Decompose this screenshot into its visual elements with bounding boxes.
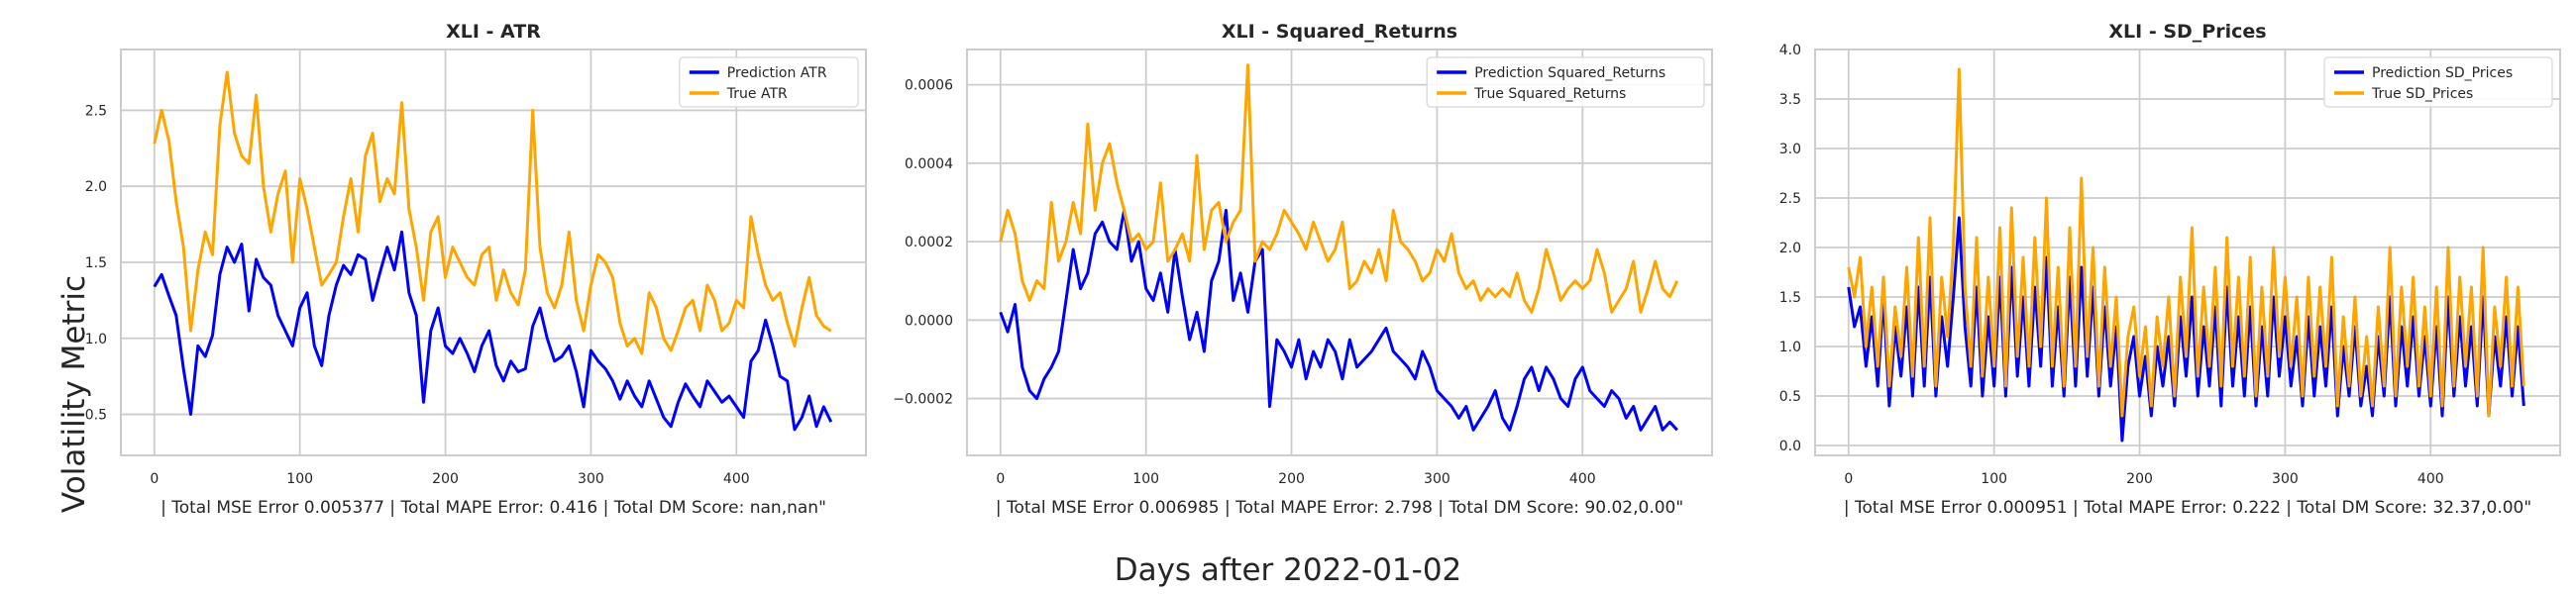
chart-panel-2: 0 100 200 300 400 −0.0002 0.0000 0.0002 0.0004 0.… <box>893 21 1713 518</box>
x-tick-label: 400 <box>1569 471 1596 487</box>
legend-box <box>679 56 859 108</box>
y-tick-label: 2.0 <box>1779 241 1801 256</box>
x-tick-label: 0 <box>1844 471 1853 487</box>
y-tick-label: 3.0 <box>1779 142 1801 157</box>
chart-panel-3: 0 100 200 300 400 0.0 0.5 1.0 1.5 2.0 2.5 3.0 3.5 4.0… <box>1779 21 2561 518</box>
y-tick-label: 0.0 <box>1779 439 1801 454</box>
chart-title: XLI - ATR <box>446 21 541 43</box>
legend: Prediction ATR True ATR <box>679 56 859 108</box>
x-tick-label: 300 <box>578 471 604 487</box>
y-tick-label: 2.5 <box>85 103 107 119</box>
chart-title: XLI - SD_Prices <box>2108 21 2266 43</box>
x-tick-label: 400 <box>2417 471 2444 487</box>
plot-frame <box>120 49 867 456</box>
y-tick-label: 1.0 <box>85 332 107 347</box>
x-tick-label: 300 <box>2272 471 2299 487</box>
legend-label: True ATR <box>726 86 788 102</box>
x-tick-label: 0 <box>996 471 1005 487</box>
chart-error-summary: | Total MSE Error 0.006985 | Total MAPE … <box>996 498 1683 518</box>
x-tick-label: 0 <box>150 471 159 487</box>
chart-error-summary: | Total MSE Error 0.005377 | Total MAPE … <box>161 498 826 518</box>
series-line-prediction <box>999 208 1678 432</box>
y-tick-label: 3.5 <box>1779 92 1801 108</box>
y-tick-label: 0.0004 <box>905 156 953 172</box>
y-tick-label: 1.5 <box>1779 290 1801 306</box>
legend: Prediction Squared_Returns True Squared_R… <box>1426 56 1705 108</box>
plot-frame <box>966 49 1713 456</box>
y-tick-label: 0.5 <box>85 408 107 424</box>
chart-panel-1: 0 100 200 300 400 0.5 1.0 1.5 2.0 2.5 XLI - ATR | T… <box>85 21 867 518</box>
series-line-true <box>999 63 1679 314</box>
plot-frame <box>1814 49 2561 456</box>
series-line-prediction <box>1847 216 2525 443</box>
figure-ylabel: Volatility Metric <box>56 274 92 514</box>
y-tick-label: 4.0 <box>1779 43 1801 58</box>
x-tick-label: 100 <box>286 471 313 487</box>
y-tick-label: 0.0006 <box>905 78 953 94</box>
y-tick-label: 1.5 <box>85 255 107 271</box>
figure-xlabel: Days after 2022-01-02 <box>1114 552 1462 588</box>
x-tick-label: 300 <box>1424 471 1450 487</box>
y-tick-label: −0.0002 <box>893 392 953 408</box>
chart-title: XLI - Squared_Returns <box>1222 21 1457 43</box>
series-line-prediction <box>153 230 833 432</box>
series-line-true <box>153 70 832 355</box>
x-tick-label: 200 <box>1278 471 1305 487</box>
y-tick-label: 1.0 <box>1779 340 1801 355</box>
legend: Prediction SD_Prices True SD_Prices <box>2323 56 2553 108</box>
legend-box <box>2323 56 2553 108</box>
legend-label: Prediction ATR <box>727 65 827 81</box>
y-tick-label: 2.0 <box>85 179 107 195</box>
x-tick-label: 200 <box>432 471 459 487</box>
legend-label: Prediction SD_Prices <box>2372 65 2513 81</box>
legend-label: True SD_Prices <box>2371 86 2473 102</box>
y-tick-label: 0.0000 <box>905 313 953 329</box>
y-tick-label: 2.5 <box>1779 191 1801 207</box>
x-tick-label: 200 <box>2126 471 2153 487</box>
chart-error-summary: | Total MSE Error 0.000951 | Total MAPE … <box>1844 498 2531 518</box>
x-tick-label: 100 <box>1981 471 2007 487</box>
x-tick-label: 100 <box>1132 471 1159 487</box>
x-tick-label: 400 <box>723 471 750 487</box>
y-tick-label: 0.5 <box>1779 389 1801 405</box>
legend-label: Prediction Squared_Returns <box>1474 65 1665 81</box>
y-tick-label: 0.0002 <box>905 235 953 250</box>
legend-box <box>1426 56 1705 108</box>
series-line-true <box>1847 67 2525 418</box>
legend-label: True Squared_Returns <box>1473 86 1626 102</box>
